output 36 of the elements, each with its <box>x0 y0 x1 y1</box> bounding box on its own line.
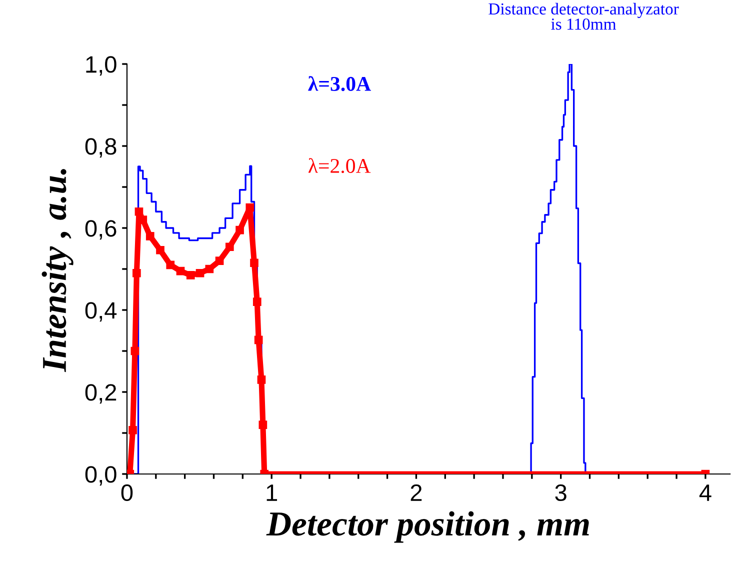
x-tick-label: 3 <box>555 484 566 502</box>
point <box>252 298 262 306</box>
text: λ=3.0A <box>308 76 371 92</box>
point <box>236 226 244 234</box>
point <box>166 260 175 270</box>
point <box>132 268 141 278</box>
point <box>186 270 195 280</box>
y-axis-title: Intensity , a.u. <box>42 169 74 372</box>
point <box>128 426 137 434</box>
point <box>246 203 254 212</box>
point <box>130 346 140 356</box>
point <box>257 376 266 384</box>
text: Distance detector-analyzator is 110mm <box>488 2 679 30</box>
point <box>196 268 204 278</box>
point <box>225 242 234 252</box>
y-tick-label: 0,2 <box>85 384 116 404</box>
point <box>176 266 185 276</box>
y-tick-label: 0,4 <box>85 302 117 322</box>
x-axis-title: Detector position , mm <box>266 511 589 543</box>
point <box>258 420 268 429</box>
x-tick-label: 4 <box>699 484 712 501</box>
y-tick-label: 0,6 <box>85 220 116 240</box>
point <box>250 258 258 268</box>
x-tick-label: 1 <box>266 484 278 501</box>
text: λ=2.0A <box>308 158 371 174</box>
y-tick-label: 0,8 <box>85 138 116 158</box>
point <box>134 207 144 216</box>
y-tick-label: 1,0 <box>86 56 116 76</box>
point <box>215 256 224 265</box>
x-tick-label: 2 <box>410 484 422 501</box>
y-tick-label: 0,0 <box>85 466 116 486</box>
point <box>146 232 154 240</box>
point <box>254 336 263 344</box>
point <box>205 264 214 274</box>
point <box>156 246 164 254</box>
x-tick-label: 0 <box>121 484 133 502</box>
